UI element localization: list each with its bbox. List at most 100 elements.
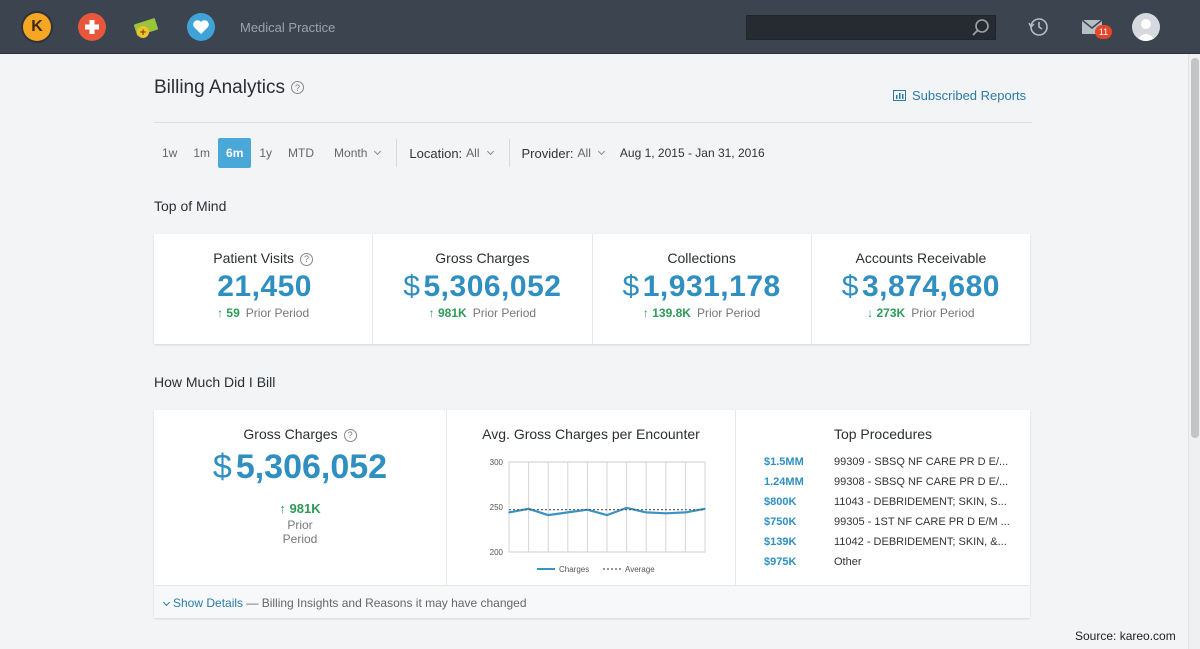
- delta-value: ↑ 139.8K: [642, 306, 691, 320]
- delta-label: Prior Period: [472, 306, 537, 320]
- data-point: [606, 514, 608, 516]
- top-of-mind-card: Patient Visits? 21,450 ↑ 59 Prior Period …: [154, 234, 1030, 344]
- subscribed-reports-link[interactable]: Subscribed Reports: [893, 88, 1026, 103]
- billing-money-icon[interactable]: +: [133, 13, 161, 41]
- page-scrollbar[interactable]: [1188, 54, 1200, 649]
- y-tick-label: 300: [490, 458, 504, 467]
- procedure-value: $800K: [764, 496, 797, 508]
- data-point: [625, 507, 628, 509]
- top-procedures-panel: Top Procedures $1.5MM 99309 - SBSQ NF CAR…: [736, 410, 1030, 585]
- date-range-picker[interactable]: Aug 1, 2015 - Jan 31, 2016: [619, 146, 765, 160]
- data-point: [645, 511, 647, 514]
- metric-delta: ↑ 59 Prior Period: [154, 306, 372, 320]
- gross-charges-number: 5,306,052: [235, 448, 388, 486]
- billing-card: Gross Charges? $5,306,052 ↑ 981K Prior P…: [154, 410, 1030, 618]
- gross-charges-value: $5,306,052: [154, 448, 446, 487]
- metric-gross-charges[interactable]: Gross Charges $5,306,052 ↑ 981K Prior Per…: [373, 234, 593, 344]
- metric-value-number: 21,450: [217, 270, 312, 303]
- delta-label: Prior Period: [245, 306, 310, 320]
- location-value: All: [466, 146, 480, 160]
- period-6m[interactable]: 6m: [218, 138, 252, 168]
- avg-charges-title: Avg. Gross Charges per Encounter: [482, 426, 700, 442]
- legend-label-charges: Charges: [559, 565, 589, 574]
- metric-collections[interactable]: Collections $1,931,178 ↑ 139.8K Prior Per…: [593, 234, 812, 344]
- currency-symbol: $: [403, 270, 421, 303]
- money-glyph: +: [133, 18, 159, 38]
- metric-value: $1,931,178: [593, 270, 811, 304]
- procedure-row[interactable]: $1.5MM 99309 - SBSQ NF CARE PR D E/...: [764, 452, 1030, 472]
- provider-value: All: [577, 146, 591, 160]
- filter-bar: 1w 1m 6m 1y MTD Month Location: All Prov…: [154, 138, 765, 168]
- avg-charges-line-chart[interactable]: 300 250 200 Charges Average: [467, 450, 717, 580]
- chevron-down-icon: [374, 147, 382, 156]
- metric-value-number: 1,931,178: [642, 270, 781, 303]
- procedure-value: $750K: [764, 516, 797, 528]
- data-point: [567, 511, 569, 514]
- chevron-down-icon: [597, 147, 605, 156]
- procedure-row[interactable]: $139K 11042 - DEBRIDEMENT; SKIN, &...: [764, 532, 1030, 552]
- granularity-dropdown[interactable]: Month: [332, 146, 386, 160]
- top-procedures-title: Top Procedures: [833, 426, 933, 442]
- cross-glyph: [85, 20, 99, 34]
- kareo-logo-icon[interactable]: K: [23, 13, 51, 41]
- page-title-text: Billing Analytics: [154, 77, 285, 98]
- procedure-value: $1.5MM: [764, 456, 804, 468]
- currency-symbol: $: [622, 270, 640, 303]
- metric-value: $3,874,680: [812, 270, 1030, 304]
- scrollbar-thumb[interactable]: [1191, 58, 1199, 438]
- gross-charges-panel[interactable]: Gross Charges? $5,306,052 ↑ 981K Prior P…: [154, 410, 447, 585]
- metric-accounts-receivable[interactable]: Accounts Receivable $3,874,680 ↓ 273K Pri…: [812, 234, 1030, 344]
- header-divider: [154, 122, 1032, 123]
- procedure-row[interactable]: $975K Other: [764, 552, 1030, 572]
- metric-value-number: 3,874,680: [861, 270, 1000, 303]
- page-title: Billing Analytics?: [154, 77, 304, 99]
- period-1w[interactable]: 1w: [162, 146, 178, 160]
- billing-section-title: How Much Did I Bill: [154, 374, 276, 390]
- filter-separator: [508, 139, 510, 167]
- y-tick-label: 250: [490, 503, 504, 512]
- provider-dropdown[interactable]: Provider: All: [520, 146, 610, 161]
- metric-value: 21,450: [154, 270, 372, 304]
- metric-label: Collections: [667, 250, 736, 266]
- help-icon[interactable]: ?: [290, 81, 304, 95]
- user-avatar[interactable]: [1132, 13, 1160, 41]
- period-mtd[interactable]: MTD: [288, 146, 315, 160]
- metric-delta: ↑ 981K Prior Period: [373, 306, 591, 320]
- top-nav: K + Medical Practice 11: [0, 0, 1200, 54]
- filter-separator: [396, 139, 398, 167]
- procedure-row[interactable]: 1.24MM 99308 - SBSQ NF CARE PR D E/...: [764, 472, 1030, 492]
- show-details-bar[interactable]: Show Details — Billing Insights and Reas…: [154, 585, 1030, 618]
- gross-charges-label: Gross Charges: [243, 426, 338, 442]
- avg-charges-panel: Avg. Gross Charges per Encounter 300 250 2…: [447, 410, 736, 585]
- procedure-name: Other: [834, 556, 862, 568]
- search-icon[interactable]: [971, 18, 991, 38]
- top-of-mind-title: Top of Mind: [154, 198, 227, 214]
- location-dropdown[interactable]: Location: All: [407, 146, 498, 161]
- help-icon[interactable]: ?: [343, 428, 357, 442]
- avatar-silhouette-icon: [1136, 19, 1156, 41]
- chevron-down-icon: [162, 598, 171, 607]
- subscribed-reports-label: Subscribed Reports: [912, 88, 1027, 103]
- metric-delta: ↓ 273K Prior Period: [812, 306, 1030, 320]
- history-clock-icon[interactable]: [1026, 14, 1052, 40]
- procedure-row[interactable]: $750K 99305 - 1ST NF CARE PR D E/M ...: [764, 512, 1030, 532]
- procedure-row[interactable]: $800K 11043 - DEBRIDEMENT; SKIN, S...: [764, 492, 1030, 512]
- period-1y[interactable]: 1y: [259, 146, 273, 160]
- medical-cross-icon[interactable]: [78, 13, 106, 41]
- help-icon[interactable]: ?: [299, 252, 313, 266]
- procedure-name: 99305 - 1ST NF CARE PR D E/M ...: [834, 516, 1010, 528]
- mail-count-badge: 11: [1095, 25, 1112, 39]
- procedure-name: 99308 - SBSQ NF CARE PR D E/...: [834, 476, 1009, 488]
- currency-symbol: $: [841, 270, 859, 303]
- show-details-link[interactable]: Show Details: [173, 596, 244, 610]
- currency-symbol: $: [212, 448, 232, 486]
- practice-name[interactable]: Medical Practice: [240, 20, 336, 35]
- data-point: [665, 512, 667, 515]
- procedure-value: $139K: [764, 536, 797, 548]
- metric-patient-visits[interactable]: Patient Visits? 21,450 ↑ 59 Prior Period: [154, 234, 374, 344]
- search-input[interactable]: [746, 15, 996, 40]
- period-1m[interactable]: 1m: [193, 146, 211, 160]
- heart-patient-icon[interactable]: [187, 13, 215, 41]
- metric-label: Gross Charges: [435, 250, 530, 266]
- show-details-description: — Billing Insights and Reasons it may ha…: [243, 596, 527, 610]
